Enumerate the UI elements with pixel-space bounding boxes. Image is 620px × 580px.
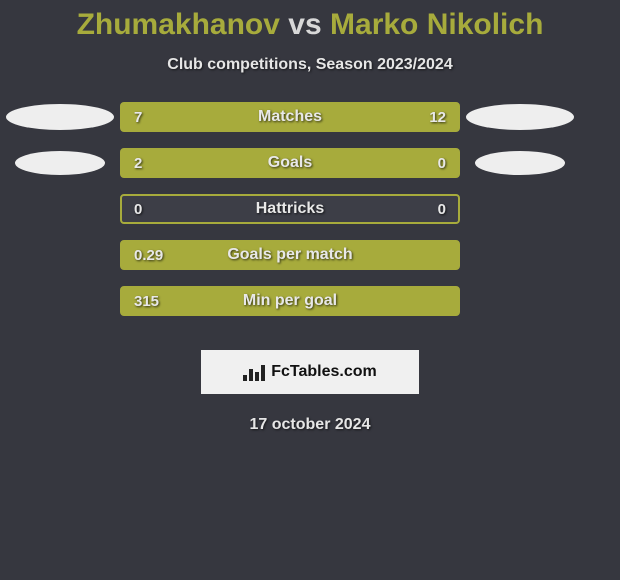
stat-bar: 00Hattricks (120, 194, 460, 224)
team-logo-placeholder (475, 151, 565, 175)
stat-label: Goals (122, 150, 458, 176)
date-label: 17 october 2024 (0, 416, 620, 434)
team-logo-placeholder (6, 104, 114, 130)
player1-name: Zhumakhanov (77, 8, 280, 41)
left-logo-cell (0, 104, 120, 130)
team-logo-placeholder (15, 151, 105, 175)
right-logo-cell (460, 104, 580, 130)
stat-bar: 20Goals (120, 148, 460, 178)
stat-row: 0.29Goals per match (0, 240, 620, 270)
stat-bar: 315Min per goal (120, 286, 460, 316)
stat-label: Goals per match (122, 242, 458, 268)
bar-chart-icon (243, 363, 265, 381)
stat-row: 00Hattricks (0, 194, 620, 224)
player2-name: Marko Nikolich (330, 8, 543, 41)
watermark-text: FcTables.com (271, 363, 377, 381)
left-logo-cell (0, 151, 120, 175)
stat-label: Hattricks (122, 196, 458, 222)
subtitle: Club competitions, Season 2023/2024 (0, 56, 620, 74)
stat-bar: 0.29Goals per match (120, 240, 460, 270)
stat-row: 712Matches (0, 102, 620, 132)
right-logo-cell (460, 151, 580, 175)
stat-row: 315Min per goal (0, 286, 620, 316)
watermark-box: FcTables.com (201, 350, 419, 394)
vs-separator: vs (288, 8, 321, 41)
stat-bar: 712Matches (120, 102, 460, 132)
page-title: Zhumakhanov vs Marko Nikolich (0, 0, 620, 42)
infographic-container: Zhumakhanov vs Marko Nikolich Club compe… (0, 0, 620, 434)
stat-label: Matches (122, 104, 458, 130)
team-logo-placeholder (466, 104, 574, 130)
comparison-chart: 712Matches 20Goals 00Hattricks 0.29Goals pe… (0, 102, 620, 342)
stat-label: Min per goal (122, 288, 458, 314)
stat-row: 20Goals (0, 148, 620, 178)
